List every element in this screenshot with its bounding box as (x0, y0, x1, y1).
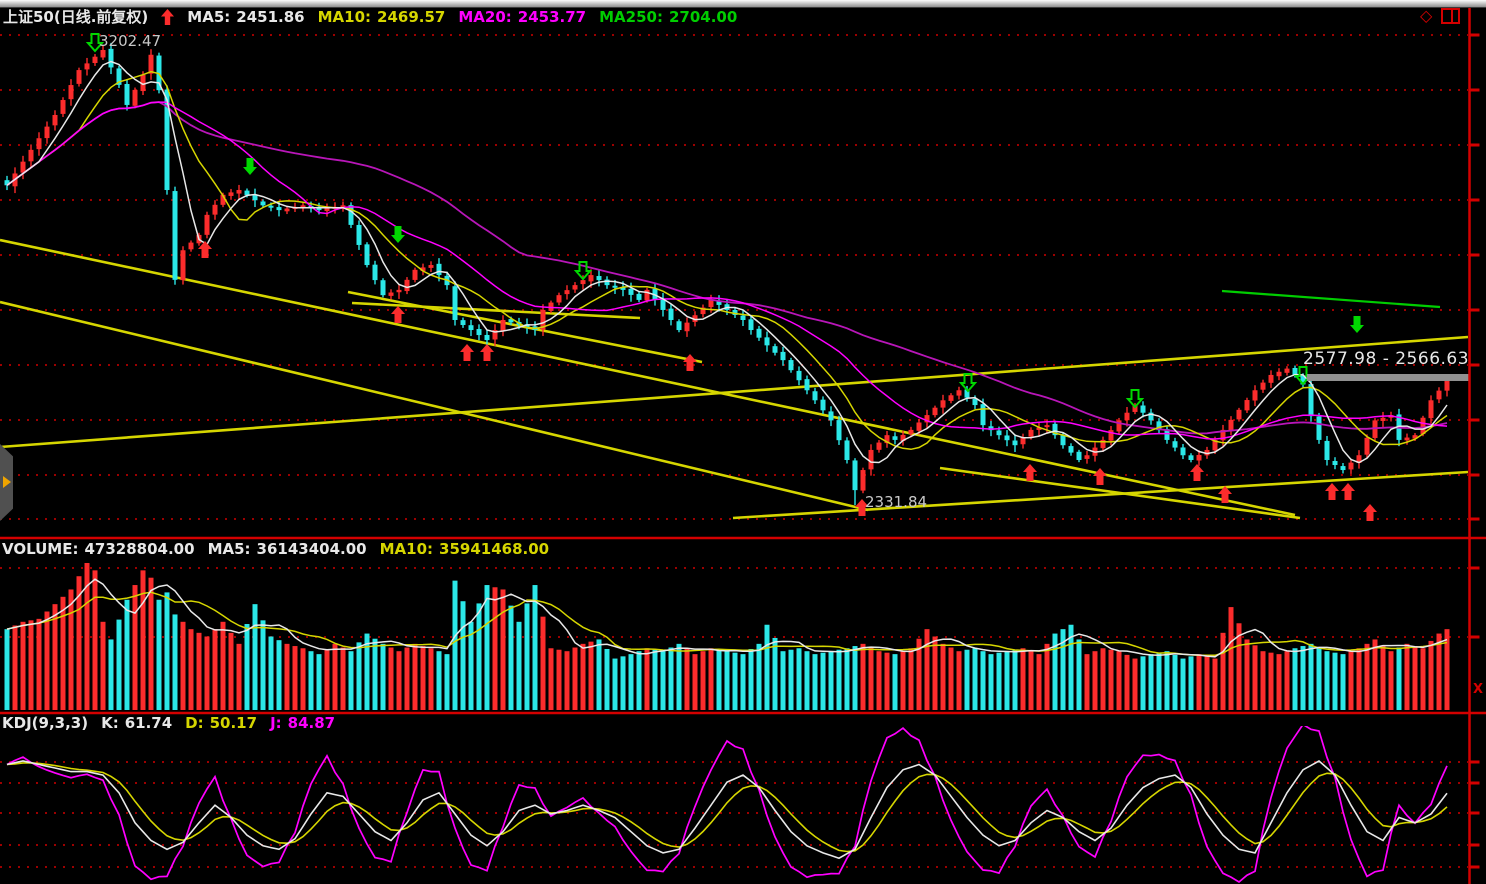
buy-arrow-icon (391, 306, 405, 323)
buy-arrow-icon (480, 344, 494, 361)
buy-arrow-icon (1023, 464, 1037, 481)
kdj-legend: KDJ(9,3,3) K: 61.74 D: 50.17 J: 84.87 (2, 714, 335, 732)
buy-arrow-icon (460, 344, 474, 361)
price-marker (1307, 374, 1469, 381)
ma250-legend: MA250: 2704.00 (599, 8, 738, 26)
buy-arrow-icon (855, 499, 869, 516)
sell-arrow-hollow-icon (573, 261, 593, 281)
ma20-legend: MA20: 2453.77 (458, 8, 587, 26)
volume-ma10: MA10: 35941468.00 (379, 540, 550, 558)
kdj-lines (6, 726, 1448, 884)
trendlines (0, 238, 1468, 520)
buy-arrow-icon (1341, 483, 1355, 500)
volume-value: VOLUME: 47328804.00 (2, 540, 195, 558)
instrument-title: 上证50(日线.前复权) (3, 8, 149, 26)
trend-up-icon (161, 9, 175, 25)
sell-arrow-hollow-icon (1125, 389, 1145, 409)
kdj-d: D: 50.17 (185, 714, 258, 732)
window-split-icon[interactable] (1441, 8, 1461, 24)
buy-arrow-icon (1218, 486, 1232, 503)
volume-legend: VOLUME: 47328804.00 MA5: 36143404.00 MA10:… (2, 540, 549, 558)
trough-price-label: 2331.84 (865, 493, 928, 511)
volume-bars (4, 563, 1450, 710)
ma10-legend: MA10: 2469.57 (317, 8, 446, 26)
sell-arrow-hollow-icon (958, 373, 978, 393)
corner-controls: ◇ (1420, 6, 1461, 25)
buy-arrow-icon (683, 354, 697, 371)
kdj-k: K: 61.74 (101, 714, 173, 732)
corner-x-label: X (1473, 682, 1484, 697)
flyout-expand-icon (3, 476, 11, 488)
buy-arrow-icon (1325, 483, 1339, 500)
window-top-strip (0, 0, 1486, 8)
buy-arrow-icon (198, 241, 212, 258)
kdj-j: J: 84.87 (270, 714, 336, 732)
last-price-marker (1307, 374, 1469, 381)
kdj-title: KDJ(9,3,3) (2, 714, 89, 732)
diamond-icon[interactable]: ◇ (1420, 6, 1433, 25)
left-flyout-handle[interactable] (0, 444, 13, 521)
sell-arrow-hollow-icon (1293, 366, 1313, 386)
borders (0, 7, 1486, 884)
candles (4, 42, 1450, 505)
signal-arrows (85, 33, 1377, 521)
buy-arrow-icon (1363, 504, 1377, 521)
sell-arrow-icon (391, 226, 405, 243)
peak-price-label: 3202.47 (99, 32, 162, 50)
buy-arrow-icon (1093, 468, 1107, 485)
sell-arrow-hollow-icon (85, 33, 105, 53)
sell-arrow-icon (243, 158, 257, 175)
price-ma-lines (6, 60, 1448, 464)
volume-ma5: MA5: 36143404.00 (207, 540, 367, 558)
main-chart-legend: 上证50(日线.前复权) MA5: 2451.86 MA10: 2469.57 MA… (3, 8, 737, 26)
ma5-legend: MA5: 2451.86 (187, 8, 305, 26)
sell-arrow-icon (1350, 316, 1364, 333)
gridlines (0, 34, 1468, 868)
volume-ma-lines (6, 578, 1448, 658)
last-range-label: 2577.98 - 2566.63 (1303, 349, 1470, 369)
buy-arrow-icon (1190, 464, 1204, 481)
